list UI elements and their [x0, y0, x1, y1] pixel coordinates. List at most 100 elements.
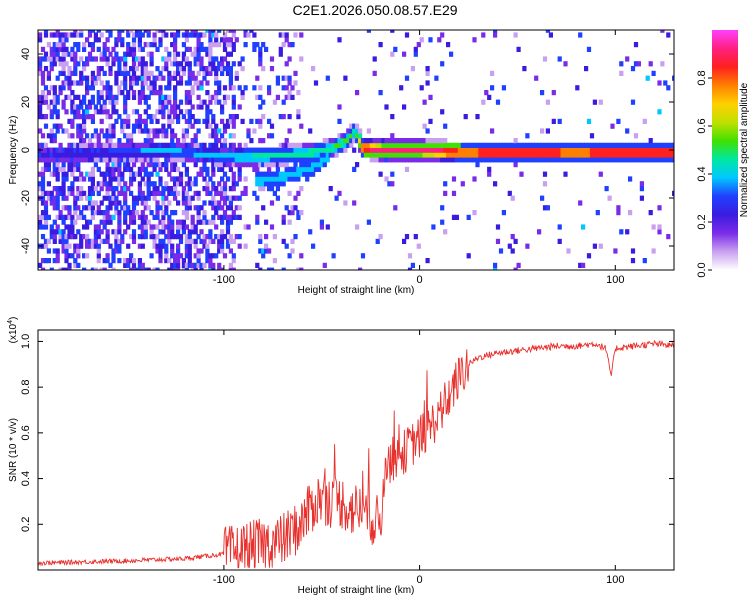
spectrogram-cell	[469, 142, 474, 148]
spectrogram-cell	[117, 147, 122, 153]
spectrogram-cell	[331, 142, 336, 148]
spectrogram-cell	[79, 238, 84, 244]
spectrogram-cell	[111, 109, 116, 115]
spectrogram-cell	[158, 176, 163, 182]
spectrogram-cell	[199, 61, 204, 67]
spectrogram-cell	[261, 248, 266, 254]
spectrogram-cell	[123, 133, 128, 139]
spectrogram-cell	[287, 94, 292, 100]
spectrogram-cell	[108, 166, 113, 172]
spectrogram-cell	[164, 166, 169, 172]
spectrogram-cell	[472, 37, 477, 43]
spectrogram-cell	[64, 234, 69, 240]
spectrogram-cell	[108, 195, 113, 201]
spectrogram-cell	[498, 147, 504, 153]
spectrogram-cell	[516, 262, 521, 268]
spectrogram-cell	[131, 109, 137, 115]
spectrogram-cell	[460, 181, 465, 187]
spectrogram-cell	[548, 142, 553, 148]
spectrogram-cell	[220, 142, 225, 148]
spectrogram-cell	[167, 190, 172, 196]
spectrogram-cell	[164, 46, 169, 52]
spectrogram-cell	[58, 56, 63, 62]
spectrogram-cell	[111, 176, 116, 182]
spectrogram-cell	[525, 152, 530, 158]
spectrogram-cell	[131, 123, 137, 129]
spectrogram-cell	[217, 61, 222, 67]
spectrogram-cell	[660, 157, 665, 163]
spectrogram-cell	[70, 190, 75, 196]
spectrogram-cell	[217, 200, 222, 206]
spectrogram-cell	[43, 147, 49, 153]
spectrogram-cell	[137, 186, 142, 192]
spectrogram-cell	[187, 94, 192, 100]
spectrogram-cell	[187, 200, 192, 206]
spectrogram-cell	[161, 133, 166, 139]
snr-line	[38, 339, 674, 569]
spectrogram-cell	[102, 142, 107, 148]
spectrogram-cell	[211, 56, 216, 62]
spectrogram-cell	[296, 157, 301, 163]
spectrogram-cell	[360, 138, 366, 144]
spectrogram-cell	[261, 138, 266, 144]
spectrogram-cell	[129, 147, 134, 153]
spectrogram-cell	[399, 147, 404, 153]
spectrogram-cell	[85, 147, 90, 153]
spectrogram-cell	[131, 56, 137, 62]
spectrogram-cell	[372, 70, 377, 76]
spectrogram-cell	[443, 123, 448, 129]
spectrogram-cell	[287, 56, 292, 62]
spectrogram-cell	[269, 147, 275, 153]
spectrogram-cell	[123, 66, 128, 72]
spectrogram-cell	[46, 195, 51, 201]
spectrogram-cell	[337, 138, 342, 144]
spectrogram-cell	[61, 181, 66, 187]
spectrogram-cell	[264, 171, 269, 177]
spectrogram-cell	[55, 195, 60, 201]
spectrogram-cell	[137, 234, 142, 240]
spectrogram-cell	[545, 128, 550, 134]
spectrogram-cell	[40, 114, 46, 120]
spectrogram-cell	[117, 190, 122, 196]
spectrogram-cell	[73, 157, 78, 163]
spectrogram-cell	[55, 128, 60, 134]
spectrogram-cell	[595, 147, 600, 153]
spectrogram-cell	[76, 214, 81, 220]
spectrogram-cell	[114, 75, 119, 81]
spectrogram-cell	[67, 152, 72, 158]
spectrogram-cell	[540, 152, 545, 158]
spectrogram-cell	[173, 152, 178, 158]
spectrogram-cell	[311, 157, 316, 163]
spectrogram-cell	[108, 138, 113, 144]
spectrogram-cell	[205, 46, 210, 52]
spectrogram-cell	[146, 133, 151, 139]
spectrogram-cell	[143, 66, 148, 72]
spectrogram-cell	[87, 152, 93, 158]
spectrogram-cell	[61, 61, 66, 67]
spectrogram-cell	[111, 190, 116, 196]
snr-ylabel: SNR (10 * v/v)	[8, 418, 19, 482]
spectrogram-cell	[155, 142, 160, 148]
spectrogram-cell	[199, 104, 204, 110]
spectrogram-cell	[87, 190, 93, 196]
spectrogram-cell	[372, 142, 377, 148]
spectrogram-cell	[167, 118, 172, 124]
spectrogram-cell	[123, 262, 128, 268]
spectrogram-cell	[443, 157, 448, 163]
spectrogram-cell	[105, 128, 110, 134]
spectrogram-cell	[99, 238, 104, 244]
spectrogram-cell	[111, 61, 116, 67]
spectrogram-cell	[108, 214, 113, 220]
spectrogram-cell	[170, 243, 175, 249]
spectrogram-cell	[258, 162, 263, 168]
spectrogram-cell	[111, 142, 116, 148]
spectrogram-cell	[114, 142, 119, 148]
spectrogram-cell	[187, 152, 192, 158]
spectrogram-cell	[422, 99, 427, 105]
spectrogram-cell	[366, 128, 371, 134]
snr-x-axis: -100 0 100	[213, 330, 624, 586]
spectrogram-cell	[208, 109, 213, 115]
spectrogram-cell	[498, 157, 504, 163]
spectrogram-cell	[334, 138, 339, 144]
spectrogram-cell	[96, 248, 101, 254]
